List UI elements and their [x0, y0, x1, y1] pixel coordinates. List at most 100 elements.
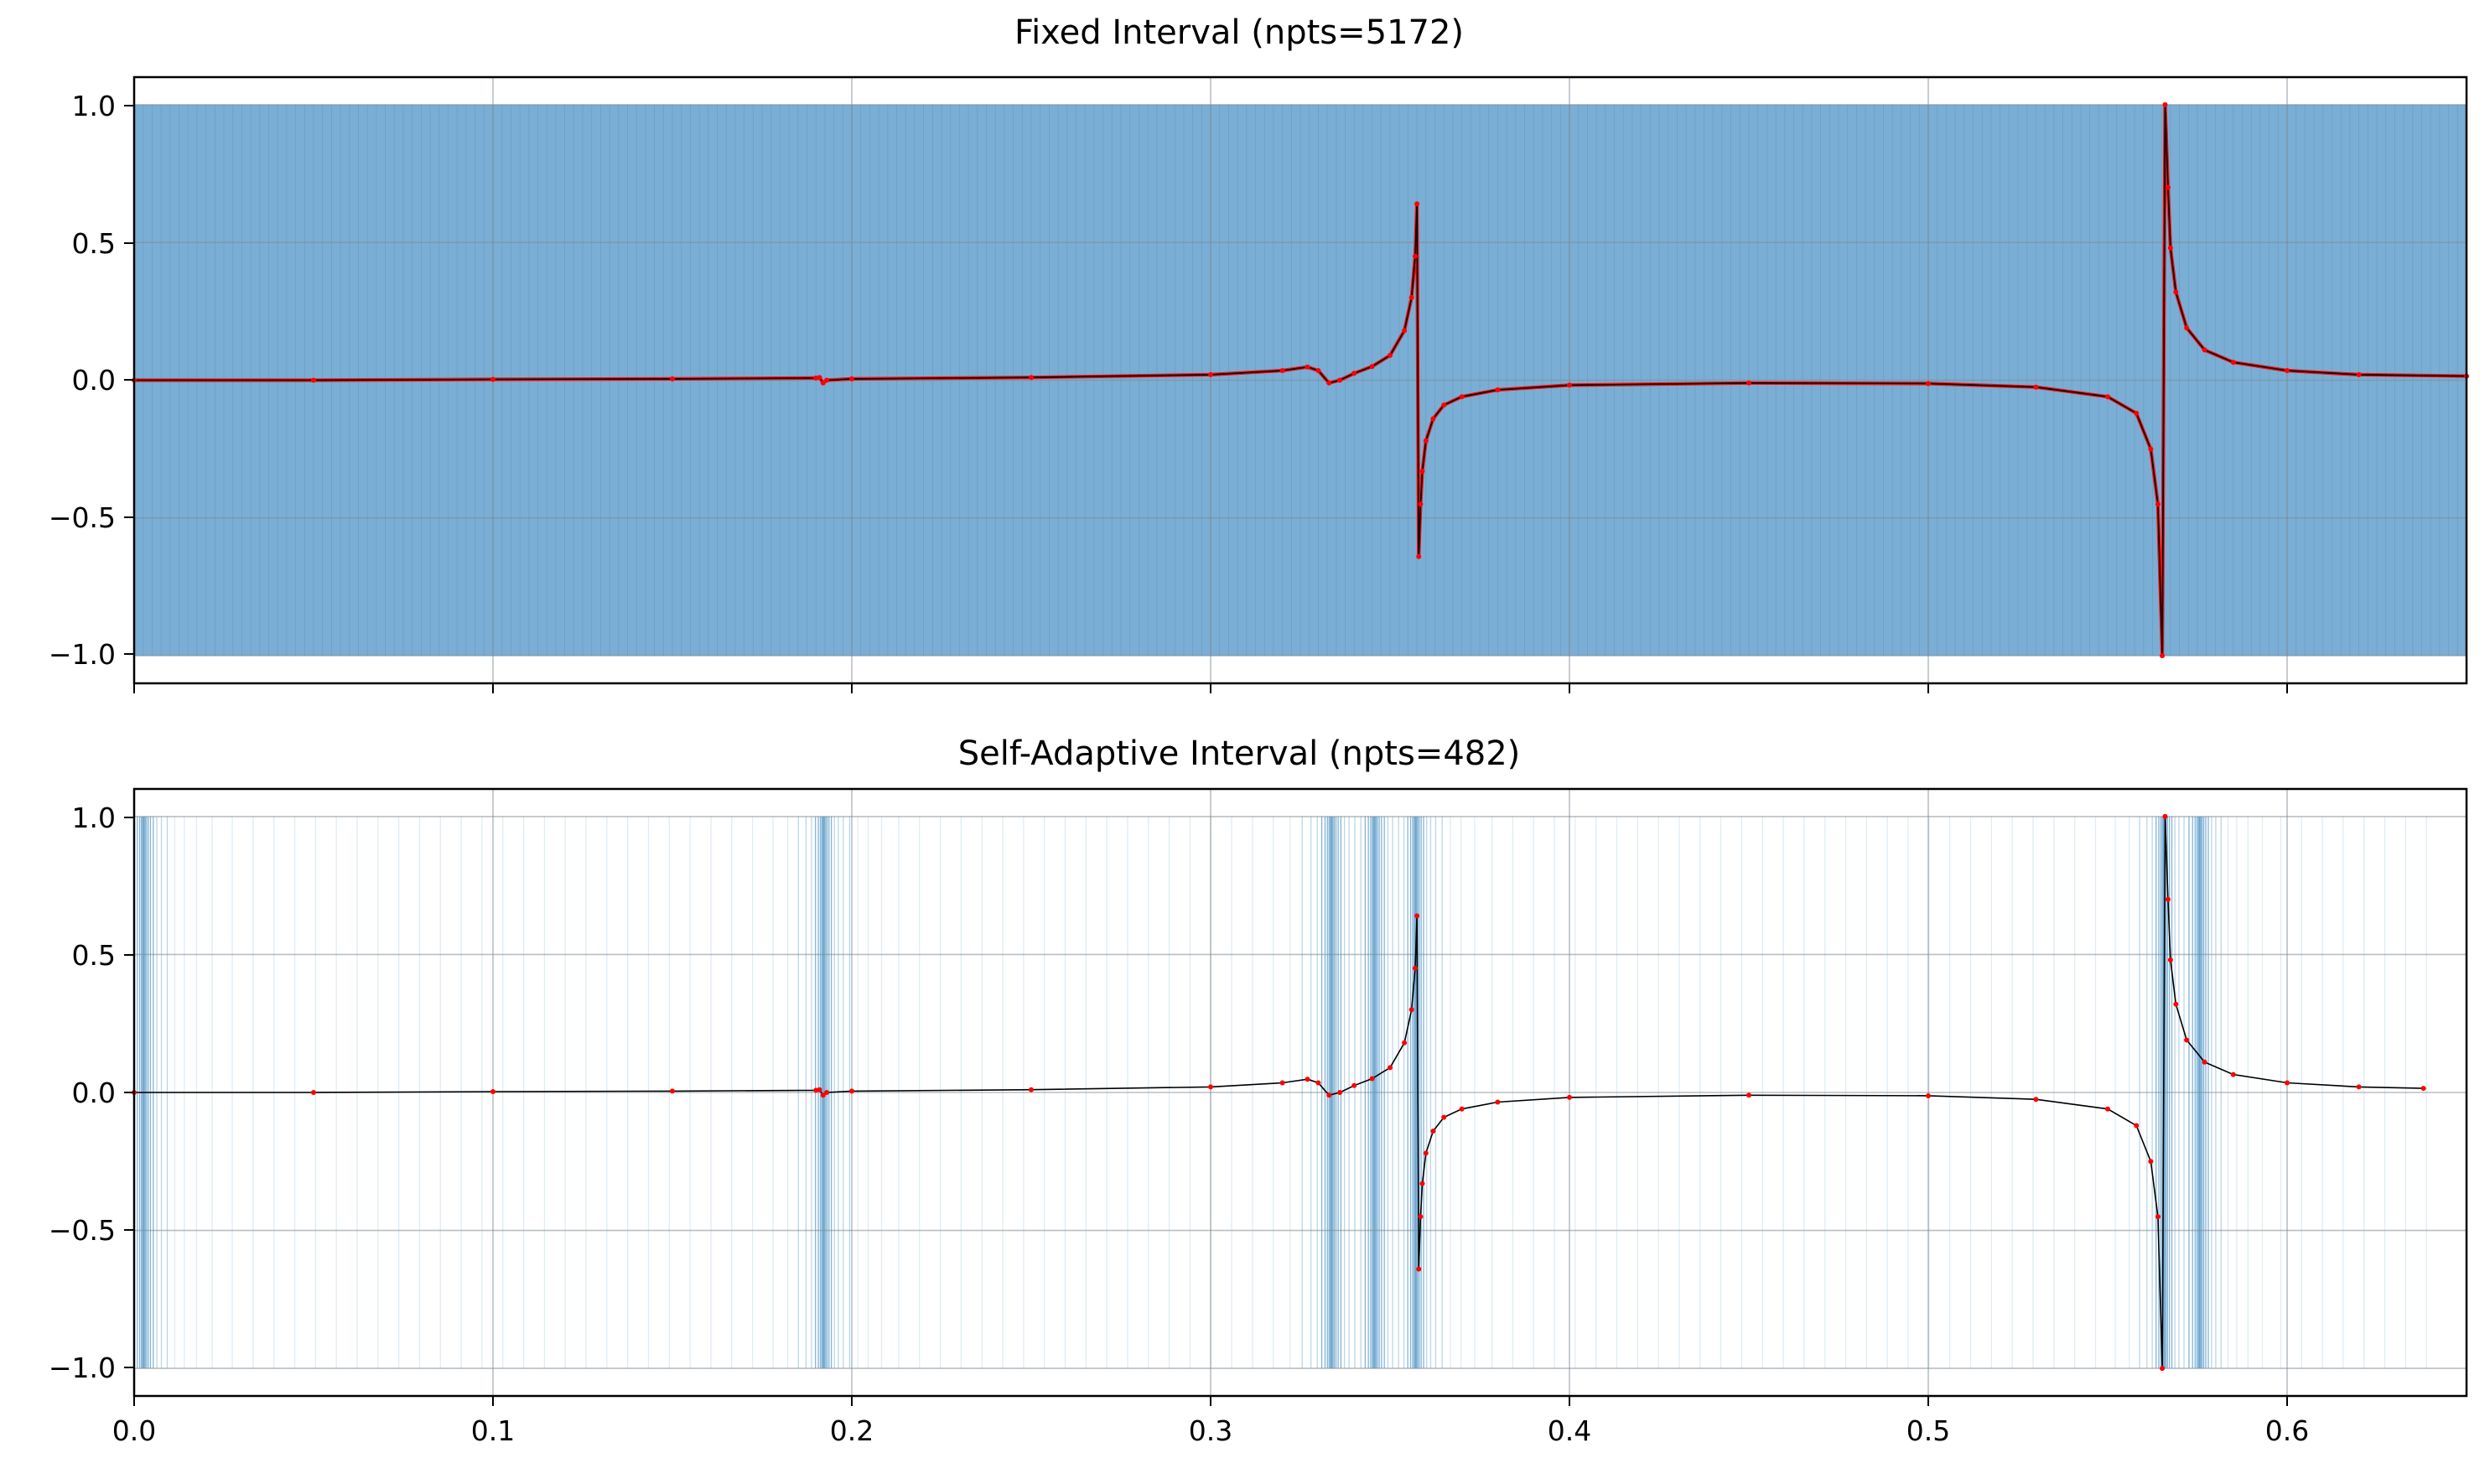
data-point	[1441, 1114, 1447, 1120]
y-tick-label: 0.5	[72, 227, 116, 260]
data-point	[1388, 352, 1393, 358]
data-point	[2202, 347, 2207, 353]
x-tick-label: 0.6	[2265, 1414, 2309, 1447]
data-point	[2202, 1059, 2207, 1065]
data-point	[1315, 367, 1321, 373]
data-point	[1414, 913, 1420, 919]
data-point	[824, 1090, 830, 1095]
data-point	[1337, 1090, 1343, 1095]
data-point	[1926, 381, 1931, 387]
data-point	[1416, 553, 1422, 559]
x-axis	[133, 683, 2288, 693]
y-axis: 1.0 0.5 0.0 −0.5 −1.0	[49, 802, 134, 1384]
data-point	[2148, 1159, 2154, 1165]
data-point	[1369, 1076, 1375, 1082]
data-point	[1351, 371, 1357, 376]
data-point	[1567, 382, 1572, 388]
data-point	[670, 1088, 675, 1094]
data-point	[1402, 328, 1408, 334]
x-tick-label: 0.2	[830, 1414, 874, 1447]
data-point	[1412, 253, 1418, 259]
data-point	[2105, 394, 2110, 400]
data-point	[817, 1087, 822, 1092]
data-point	[1208, 371, 1213, 377]
data-point	[849, 1088, 854, 1094]
chart-panel-fixed: Fixed Interval (npts=5172) 1.0 0.5 0.0 −…	[49, 13, 2469, 693]
data-point	[2033, 1097, 2039, 1103]
data-point	[2134, 1123, 2140, 1129]
x-tick-label: 0.4	[1548, 1414, 1591, 1447]
data-point	[1408, 294, 1414, 300]
data-point	[1418, 1214, 1424, 1220]
data-point	[1337, 377, 1343, 383]
data-point	[1746, 1092, 1751, 1098]
chart-title: Self-Adaptive Interval (npts=482)	[958, 734, 1521, 773]
x-tick-label: 0.0	[112, 1414, 156, 1447]
data-point	[1402, 1040, 1408, 1046]
data-point	[2285, 1080, 2290, 1086]
chart-panel-adaptive: Self-Adaptive Interval (npts=482) 1.0 0.…	[49, 734, 2468, 1447]
data-point	[1567, 1094, 1572, 1100]
data-point	[490, 376, 495, 382]
data-point	[824, 377, 830, 383]
data-point	[311, 377, 316, 383]
data-point	[1369, 364, 1375, 370]
y-tick-label: 1.0	[72, 802, 116, 834]
data-point	[2184, 1037, 2190, 1043]
data-point	[1279, 1080, 1285, 1086]
data-point	[1305, 1077, 1310, 1082]
data-point	[1423, 1150, 1429, 1156]
data-point	[1495, 1099, 1501, 1105]
data-point	[820, 1092, 826, 1098]
data-point	[1430, 416, 1436, 422]
data-point	[1315, 1080, 1321, 1086]
chart-title: Fixed Interval (npts=5172)	[1014, 13, 1464, 52]
series-line	[134, 816, 2424, 1369]
data-series	[132, 813, 2426, 1372]
data-point	[2230, 1071, 2236, 1077]
data-point	[2134, 410, 2140, 416]
data-series	[132, 101, 2469, 659]
data-point	[2167, 245, 2173, 251]
grid	[133, 789, 2467, 1396]
data-point	[2285, 367, 2290, 373]
y-tick-label: 0.0	[72, 364, 116, 397]
data-point	[2162, 813, 2168, 819]
data-point	[1459, 394, 1465, 400]
data-point	[1388, 1065, 1393, 1071]
data-point	[2160, 1366, 2166, 1372]
data-point	[2165, 896, 2171, 902]
data-point	[1408, 1007, 1414, 1013]
data-point	[1279, 367, 1285, 373]
data-point	[2173, 289, 2179, 295]
y-tick-label: 0.5	[72, 939, 116, 972]
x-tick-label: 0.5	[1906, 1414, 1950, 1447]
y-tick-label: 0.0	[72, 1077, 116, 1109]
data-point	[2167, 957, 2173, 963]
data-point	[1423, 438, 1429, 444]
data-point	[2162, 101, 2168, 107]
data-point	[670, 376, 675, 381]
data-point	[1430, 1129, 1436, 1134]
data-point	[1208, 1084, 1213, 1090]
data-point	[1495, 387, 1501, 393]
x-tick-label: 0.1	[471, 1414, 515, 1447]
x-axis: 0.0 0.1 0.2 0.3 0.4 0.5 0.6	[112, 1396, 2309, 1447]
series-line	[134, 104, 2467, 656]
data-point	[2420, 1086, 2426, 1092]
data-point	[311, 1090, 316, 1095]
data-point	[2165, 184, 2171, 190]
data-point	[2356, 371, 2362, 377]
data-point	[2033, 384, 2039, 390]
data-point	[2356, 1084, 2362, 1090]
data-point	[1412, 965, 1418, 971]
data-point	[2105, 1106, 2110, 1112]
data-point	[1418, 501, 1424, 507]
data-point	[1414, 201, 1420, 207]
data-point	[2173, 1001, 2179, 1007]
y-tick-label: −0.5	[49, 1214, 116, 1247]
data-point	[1459, 1106, 1465, 1112]
data-point	[1419, 468, 1425, 474]
y-axis: 1.0 0.5 0.0 −0.5 −1.0	[49, 90, 134, 671]
